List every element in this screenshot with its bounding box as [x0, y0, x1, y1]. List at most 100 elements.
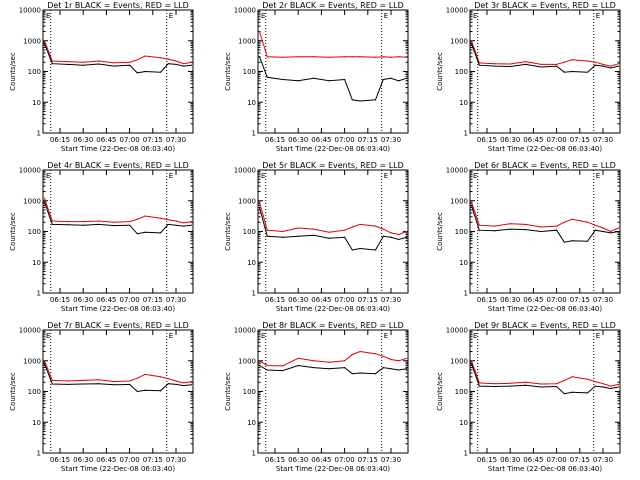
corner-flag: E: [46, 172, 50, 180]
data-point: [190, 224, 193, 226]
data-point: [405, 77, 408, 79]
corner-flag: E: [261, 332, 265, 340]
data-point: [390, 56, 392, 58]
data-point: [494, 63, 496, 65]
data-point: [470, 43, 473, 45]
data-point: [525, 223, 527, 226]
y-tick-label: 1000: [450, 197, 468, 205]
data-point: [525, 229, 527, 231]
y-tick-label: 10000: [234, 7, 256, 15]
data-point: [343, 236, 346, 238]
data-point: [282, 236, 284, 238]
data-point: [374, 56, 377, 58]
lld-series-line: [44, 40, 192, 65]
y-tick-label: 100: [243, 388, 256, 396]
x-tick-label: 07:30: [593, 136, 613, 144]
data-point: [343, 78, 346, 81]
data-point: [82, 61, 84, 63]
y-tick-label: 10000: [446, 167, 468, 175]
corner-flag: E: [473, 12, 477, 20]
y-tick-label: 10: [459, 99, 468, 107]
y-tick-label: 10000: [19, 7, 41, 15]
x-axis-label: Start Time (22-Dec-08 06:03:40): [61, 145, 175, 153]
data-point: [266, 364, 268, 367]
data-point: [540, 383, 542, 385]
data-point: [571, 70, 573, 73]
data-point: [351, 56, 353, 58]
data-point: [555, 229, 558, 231]
data-point: [183, 225, 185, 227]
y-tick-label: 1: [37, 450, 41, 458]
data-point: [175, 383, 177, 386]
data-point: [297, 227, 299, 229]
data-point: [594, 224, 596, 226]
data-point: [313, 228, 315, 230]
data-point: [190, 380, 193, 383]
corner-flag: E: [384, 172, 388, 180]
x-tick-label: 06:15: [477, 296, 497, 304]
corner-flag: E: [473, 172, 477, 180]
plot-frame: [42, 9, 194, 134]
data-point: [594, 229, 596, 231]
x-tick-label: 07:00: [120, 456, 140, 464]
lld-series-line: [471, 360, 619, 387]
data-point: [258, 360, 261, 362]
y-tick-label: 10: [459, 419, 468, 427]
data-point: [509, 385, 511, 387]
data-point: [297, 235, 299, 237]
x-tick-label: 06:45: [96, 456, 116, 464]
data-point: [113, 380, 115, 383]
x-tick-label: 07:15: [143, 456, 163, 464]
data-point: [136, 390, 138, 393]
x-axis-label: Start Time (22-Dec-08 06:03:40): [61, 465, 175, 473]
data-point: [390, 77, 392, 79]
data-point: [586, 221, 589, 223]
data-point: [555, 385, 558, 388]
data-point: [509, 65, 511, 68]
data-point: [266, 56, 268, 58]
x-tick-label: 06:30: [73, 136, 93, 144]
data-point: [343, 366, 346, 369]
data-point: [82, 383, 84, 385]
data-point: [610, 232, 612, 234]
data-point: [586, 392, 589, 394]
data-point: [328, 368, 330, 370]
data-point: [67, 383, 69, 386]
x-tick-label: 07:30: [593, 456, 613, 464]
data-point: [183, 385, 185, 387]
data-point: [282, 230, 284, 233]
data-point: [128, 61, 131, 63]
y-tick-label: 10: [32, 259, 41, 267]
data-point: [509, 382, 511, 384]
data-point: [128, 64, 131, 66]
data-point: [351, 99, 353, 101]
y-tick-label: 100: [243, 228, 256, 236]
corner-flag: E: [169, 332, 173, 340]
x-tick-label: 06:30: [288, 136, 308, 144]
lld-series-line: [259, 202, 407, 236]
y-axis-label: Counts/sec: [436, 52, 444, 91]
x-tick-label: 06:45: [311, 456, 331, 464]
x-tick-label: 07:30: [593, 296, 613, 304]
data-point: [617, 230, 620, 233]
data-point: [266, 76, 268, 78]
y-tick-label: 10000: [19, 327, 41, 335]
data-point: [398, 233, 400, 236]
data-point: [555, 63, 558, 66]
x-tick-label: 06:45: [311, 136, 331, 144]
data-point: [351, 373, 353, 375]
x-tick-label: 07:15: [570, 456, 590, 464]
data-point: [478, 382, 480, 384]
y-tick-label: 100: [28, 228, 41, 236]
corner-flag: E: [46, 332, 50, 340]
corner-flag: E: [596, 332, 600, 340]
data-point: [540, 66, 542, 68]
data-point: [398, 238, 400, 241]
data-point: [43, 360, 46, 362]
x-tick-label: 06:15: [265, 136, 285, 144]
data-point: [398, 80, 400, 82]
data-point: [258, 364, 261, 367]
detector-panel: Det 8r BLACK = Events, RED = LLD 1 10 100 10…: [224, 321, 409, 473]
data-point: [159, 71, 162, 73]
